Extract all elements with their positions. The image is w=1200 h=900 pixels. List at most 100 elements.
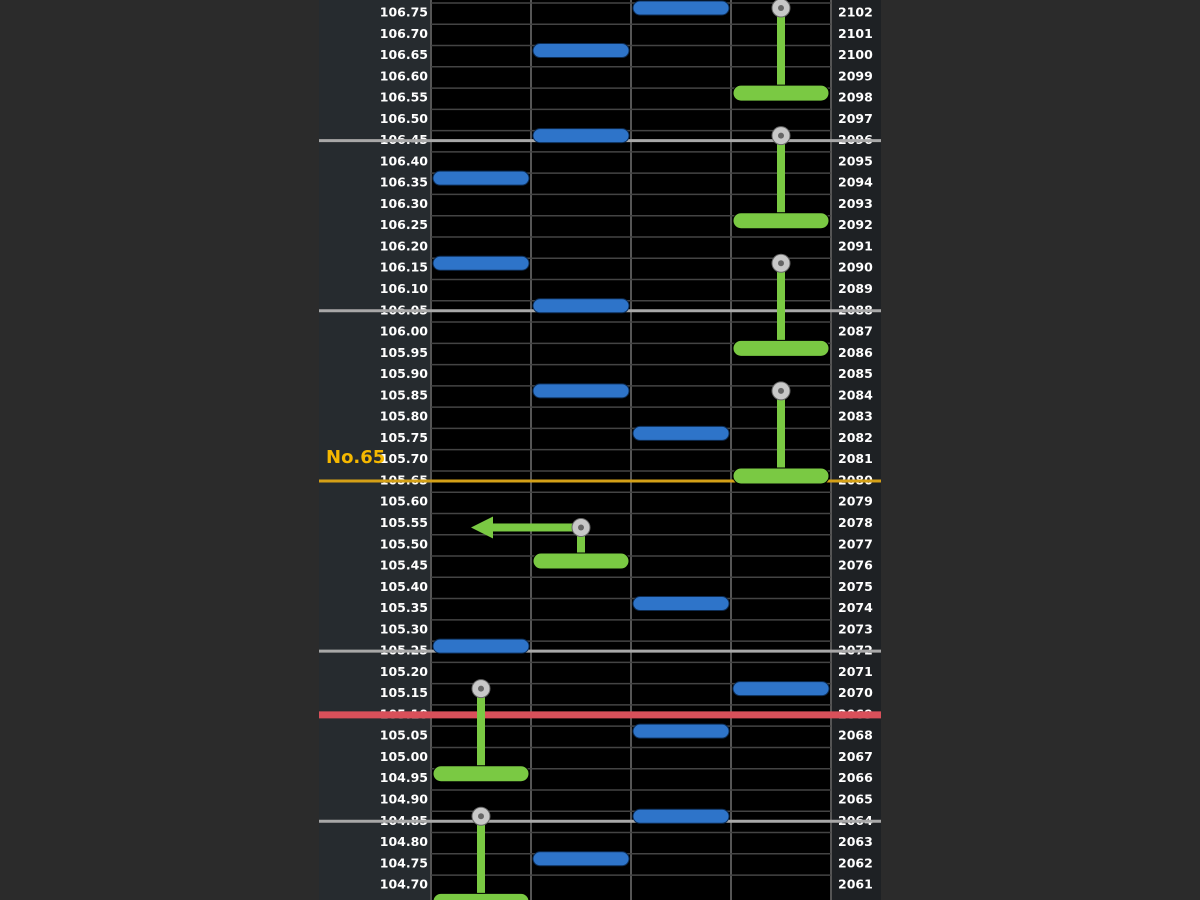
time-label: 106.30 bbox=[380, 196, 429, 211]
hold-stem bbox=[777, 8, 785, 94]
time-label: 104.80 bbox=[380, 834, 429, 849]
hold-end bbox=[432, 892, 530, 900]
beat-label: 2091 bbox=[838, 238, 873, 253]
marker-label: No.65 bbox=[326, 447, 385, 468]
beat-label: 2081 bbox=[838, 451, 873, 466]
beat-label: 2062 bbox=[838, 855, 873, 870]
hold-stem bbox=[777, 390, 785, 476]
beat-label: 2067 bbox=[838, 749, 873, 764]
beat-label: 2068 bbox=[838, 728, 873, 743]
time-label: 104.75 bbox=[380, 855, 428, 870]
tap-note bbox=[732, 681, 830, 697]
beat-label: 2074 bbox=[838, 600, 873, 615]
hold-end bbox=[732, 84, 830, 102]
beat-label: 2071 bbox=[838, 664, 873, 679]
hold-knob-center bbox=[778, 260, 784, 267]
tap-note bbox=[432, 170, 530, 186]
tap-note bbox=[532, 851, 630, 867]
hold-end bbox=[732, 467, 830, 485]
time-label: 106.60 bbox=[380, 68, 429, 83]
tap-note bbox=[532, 383, 630, 399]
tap-note bbox=[432, 638, 530, 654]
time-label: 105.75 bbox=[380, 430, 428, 445]
time-label: 106.15 bbox=[380, 260, 428, 275]
time-label: 106.00 bbox=[380, 324, 429, 339]
beat-label: 2102 bbox=[838, 5, 873, 20]
left-column bbox=[319, 0, 431, 900]
hold-knob-center bbox=[778, 387, 784, 394]
time-label: 105.55 bbox=[380, 515, 428, 530]
time-label: 105.30 bbox=[380, 621, 429, 636]
tap-note bbox=[632, 808, 730, 824]
hold-stem bbox=[477, 816, 485, 900]
beat-label: 2086 bbox=[838, 345, 873, 360]
time-label: 105.70 bbox=[380, 451, 429, 466]
tap-note bbox=[532, 298, 630, 314]
time-label: 105.40 bbox=[380, 579, 429, 594]
tap-note bbox=[632, 723, 730, 739]
hold-knob-center bbox=[478, 685, 484, 692]
hold-stem bbox=[777, 135, 785, 221]
beat-label: 2092 bbox=[838, 217, 873, 232]
tap-note bbox=[632, 425, 730, 441]
time-label: 105.05 bbox=[380, 728, 428, 743]
beat-label: 2066 bbox=[838, 770, 873, 785]
beat-label: 2079 bbox=[838, 494, 873, 509]
beat-label: 2087 bbox=[838, 324, 873, 339]
time-label: 105.15 bbox=[380, 685, 428, 700]
beat-label: 2070 bbox=[838, 685, 873, 700]
time-label: 106.20 bbox=[380, 238, 429, 253]
time-label: 105.35 bbox=[380, 600, 428, 615]
hold-end bbox=[732, 339, 830, 357]
hold-end bbox=[432, 765, 530, 783]
beat-label: 2097 bbox=[838, 111, 873, 126]
time-label: 105.80 bbox=[380, 409, 429, 424]
time-label: 105.00 bbox=[380, 749, 429, 764]
beat-label: 2093 bbox=[838, 196, 873, 211]
time-label: 106.40 bbox=[380, 153, 429, 168]
right-column bbox=[831, 0, 881, 900]
beat-label: 2100 bbox=[838, 47, 873, 62]
tap-note bbox=[532, 43, 630, 59]
beat-label: 2094 bbox=[838, 175, 873, 190]
slide-arm bbox=[489, 523, 581, 532]
time-label: 106.50 bbox=[380, 111, 429, 126]
beat-label: 2061 bbox=[838, 877, 873, 892]
time-label: 104.70 bbox=[380, 877, 429, 892]
time-label: 105.95 bbox=[380, 345, 428, 360]
beat-label: 2075 bbox=[838, 579, 873, 594]
beat-label: 2082 bbox=[838, 430, 873, 445]
tap-note bbox=[632, 0, 730, 16]
tap-note bbox=[632, 596, 730, 612]
beat-label: 2095 bbox=[838, 153, 873, 168]
time-label: 104.95 bbox=[380, 770, 428, 785]
hold-knob-center bbox=[478, 813, 484, 820]
beat-label: 2076 bbox=[838, 558, 873, 573]
beat-label: 2085 bbox=[838, 366, 873, 381]
hold-knob-center bbox=[778, 132, 784, 139]
slide-arrow bbox=[471, 516, 493, 539]
tap-note bbox=[432, 255, 530, 271]
time-label: 105.60 bbox=[380, 494, 429, 509]
beat-label: 2063 bbox=[838, 834, 873, 849]
hold-stem bbox=[477, 688, 485, 774]
time-label: 106.75 bbox=[380, 5, 428, 20]
time-label: 106.65 bbox=[380, 47, 428, 62]
beat-label: 2065 bbox=[838, 791, 873, 806]
hold-end bbox=[732, 212, 830, 230]
beat-label: 2089 bbox=[838, 281, 873, 296]
beat-label: 2077 bbox=[838, 536, 873, 551]
beat-label: 2084 bbox=[838, 387, 873, 402]
hold-stem bbox=[777, 263, 785, 349]
beat-label: 2098 bbox=[838, 90, 873, 105]
tap-note bbox=[532, 128, 630, 144]
time-label: 105.50 bbox=[380, 536, 429, 551]
hold-knob-center bbox=[778, 5, 784, 11]
beat-label: 2101 bbox=[838, 26, 873, 41]
beat-label: 2083 bbox=[838, 409, 873, 424]
beat-label: 2073 bbox=[838, 621, 873, 636]
time-label: 105.45 bbox=[380, 558, 428, 573]
beat-label: 2090 bbox=[838, 260, 873, 275]
